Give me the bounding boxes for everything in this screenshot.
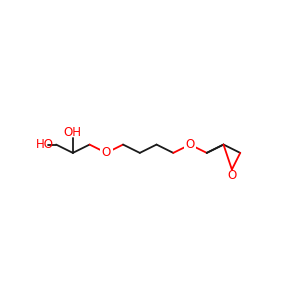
Text: O: O	[185, 138, 195, 151]
Text: OH: OH	[64, 126, 82, 139]
Text: HO: HO	[35, 138, 53, 151]
Text: O: O	[227, 169, 236, 182]
Text: O: O	[102, 146, 111, 159]
